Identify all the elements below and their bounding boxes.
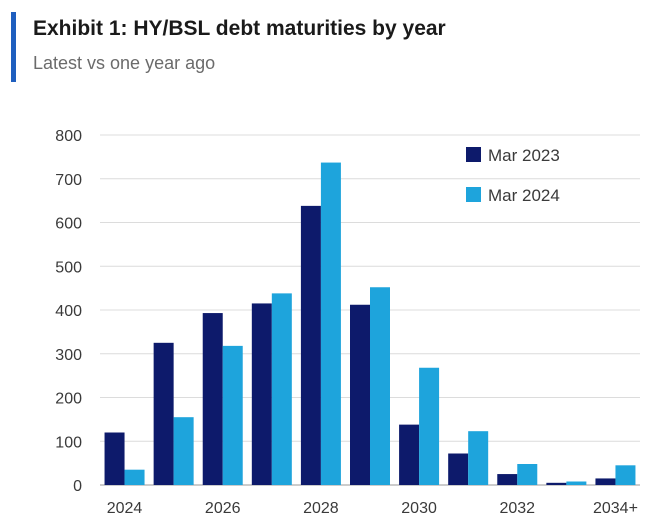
x-tick-label-2034+: 2034+ bbox=[593, 500, 638, 517]
bar-series0-2026 bbox=[202, 313, 223, 485]
bar-series0-2029 bbox=[350, 304, 370, 485]
y-tick-label-100: 100 bbox=[55, 434, 82, 451]
x-tick-label-2024: 2024 bbox=[107, 500, 143, 517]
legend-swatch-1 bbox=[466, 187, 481, 202]
y-tick-label-300: 300 bbox=[55, 347, 82, 364]
bar-series1-2033 bbox=[566, 481, 587, 485]
y-tick-label-600: 600 bbox=[55, 216, 82, 233]
bar-series1-2025 bbox=[173, 417, 194, 485]
bar-series0-2027 bbox=[251, 303, 272, 485]
y-tick-label-400: 400 bbox=[55, 303, 82, 320]
y-tick-label-0: 0 bbox=[73, 478, 82, 495]
y-tick-label-700: 700 bbox=[55, 172, 82, 189]
legend-swatch-0 bbox=[466, 147, 481, 162]
bar-series0-2032 bbox=[497, 474, 518, 485]
y-tick-label-200: 200 bbox=[55, 391, 82, 408]
bar-series1-2030 bbox=[419, 367, 440, 485]
legend-label-0: Mar 2023 bbox=[488, 146, 560, 165]
chart-subtitle: Latest vs one year ago bbox=[33, 53, 216, 73]
bar-series1-2031 bbox=[468, 431, 489, 485]
x-tick-label-2032: 2032 bbox=[499, 500, 535, 517]
bar-series1-2028 bbox=[320, 162, 341, 485]
bar-series0-2033 bbox=[546, 482, 567, 485]
bar-series0-2025 bbox=[153, 342, 174, 485]
x-tick-label-2026: 2026 bbox=[205, 500, 241, 517]
bar-series0-2031 bbox=[448, 453, 469, 485]
y-tick-label-800: 800 bbox=[55, 128, 82, 145]
bar-series0-2028 bbox=[300, 205, 321, 485]
chart-title: Exhibit 1: HY/BSL debt maturities by yea… bbox=[33, 17, 446, 40]
bar-series0-2034+ bbox=[595, 478, 616, 485]
legend-label-1: Mar 2024 bbox=[488, 186, 560, 205]
bar-series0-2024 bbox=[104, 432, 125, 485]
bar-series1-2034+ bbox=[615, 465, 636, 485]
bar-series1-2029 bbox=[370, 287, 390, 485]
y-tick-label-500: 500 bbox=[55, 259, 82, 276]
bar-series1-2032 bbox=[517, 464, 538, 485]
bar-series1-2024 bbox=[124, 469, 145, 485]
x-tick-label-2030: 2030 bbox=[401, 500, 437, 517]
x-tick-label-2028: 2028 bbox=[303, 500, 339, 517]
title-accent-bar bbox=[11, 12, 16, 82]
bar-series1-2027 bbox=[271, 293, 292, 485]
bar-series1-2026 bbox=[222, 345, 243, 485]
bar-series0-2030 bbox=[399, 424, 420, 485]
